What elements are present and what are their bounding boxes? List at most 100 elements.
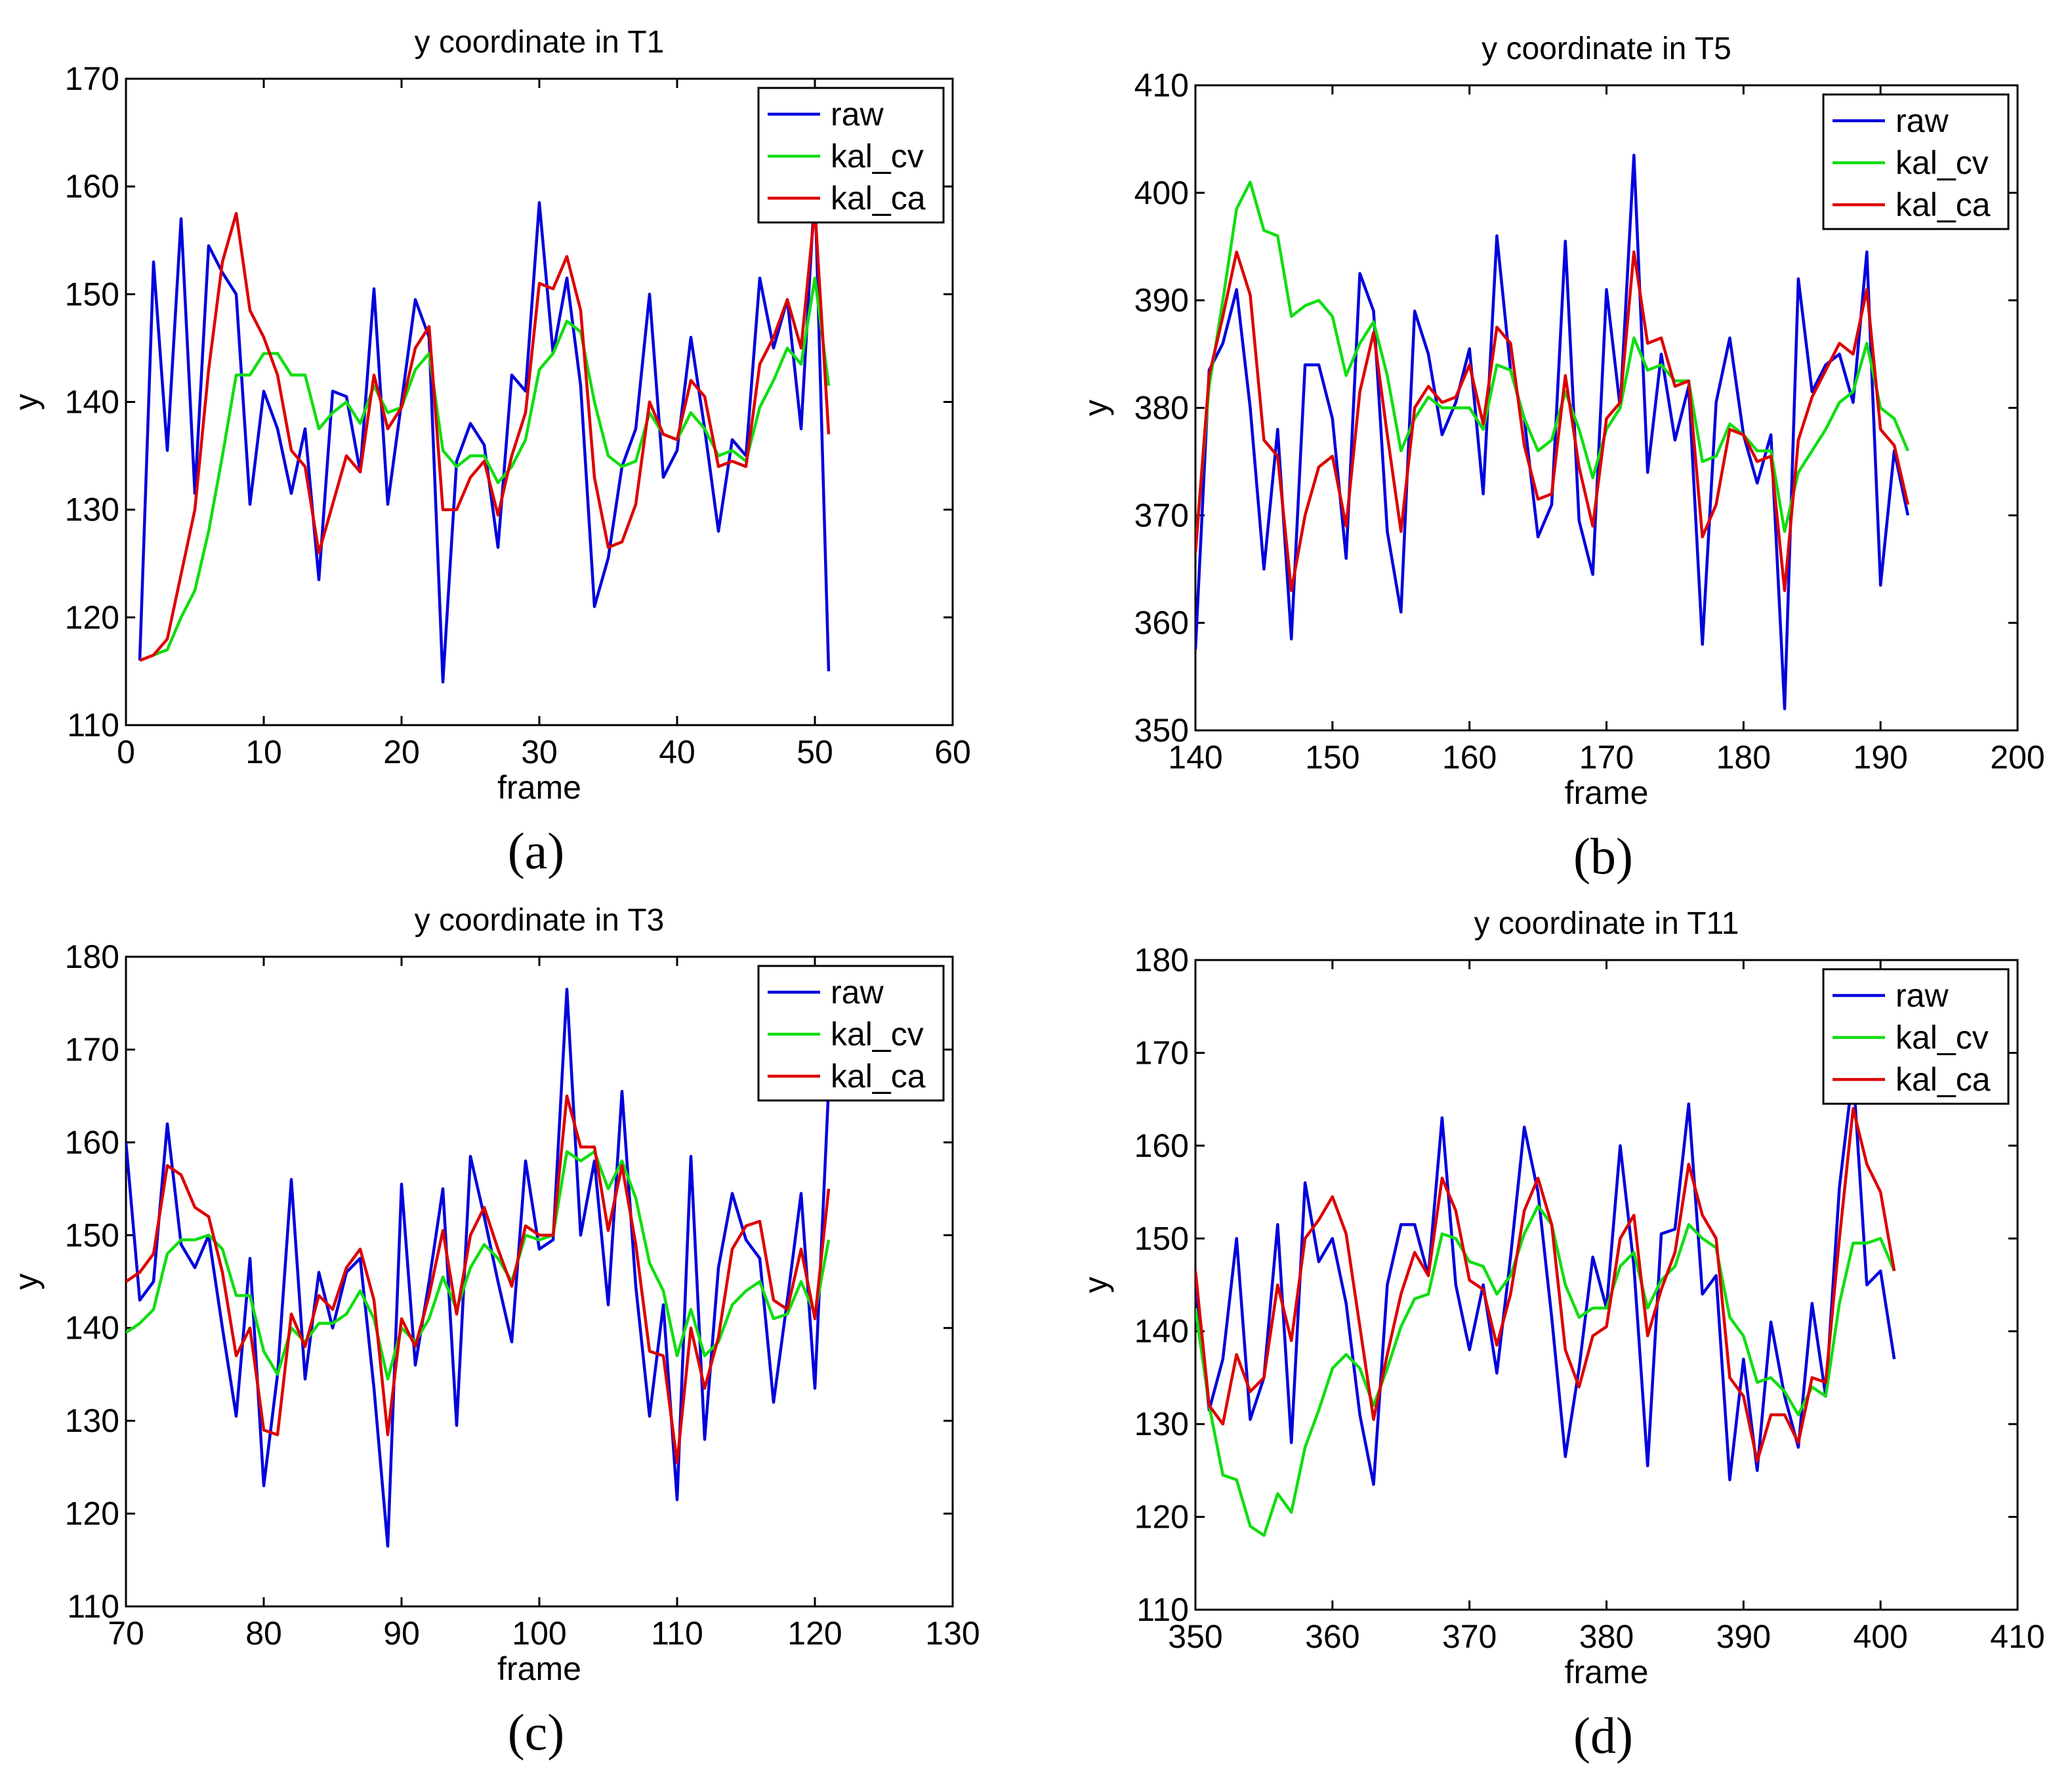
y-tick-label: 140 [65,384,119,421]
chart-title: y coordinate in T5 [1481,31,1731,66]
legend-label-kal-cv: kal_cv [1896,1019,1989,1056]
x-tick-label: 10 [245,734,282,770]
x-axis-label: frame [1565,774,1649,811]
panel-label: (d) [1573,1707,1633,1764]
x-tick-label: 170 [1579,739,1634,776]
y-tick-label: 180 [65,938,119,975]
x-tick-label: 380 [1579,1618,1634,1655]
y-tick-label: 110 [67,1588,119,1625]
x-axis-label: frame [497,1650,581,1687]
chart-title: y coordinate in T3 [415,903,665,938]
panel-label: (c) [508,1704,565,1761]
x-tick-label: 390 [1716,1618,1771,1655]
legend-label-raw: raw [831,974,884,1011]
legend: raw kal_cv kal_ca [1822,93,2010,230]
x-tick-label: 50 [797,734,833,770]
x-tick-label: 400 [1853,1618,1907,1655]
y-tick-label: 160 [65,168,119,205]
chart-panel-1: 0 10 20 30 40 50 60 110 120 130 140 150 160 170 y coor… [8,25,971,879]
chart-panel-3: 70 80 90 100 110 120 130 110 120 130 140 150 160 170 1… [8,903,980,1761]
x-tick-label: 110 [651,1615,703,1652]
y-axis-label: y [8,1274,45,1290]
legend-label-raw: raw [831,96,884,133]
y-tick-label: 120 [65,599,119,636]
series-line-kal-cv [126,1150,831,1381]
y-tick-label: 390 [1134,282,1189,319]
series-line-raw [1195,154,1910,711]
panel-label: (a) [508,822,565,879]
x-tick-label: 190 [1853,739,1907,776]
y-tick-label: 170 [1134,1034,1189,1071]
chart-panel-2: 140 150 160 170 180 190 200 350 360 370 380 390 400 4… [1077,31,2045,885]
y-tick-label: 130 [65,1402,119,1439]
y-axis-label: y [8,394,45,410]
y-tick-label: 130 [65,492,119,528]
y-tick-label: 150 [1134,1220,1189,1257]
y-tick-label: 410 [1134,67,1189,104]
x-tick-label: 30 [521,734,558,770]
series-line-raw [138,184,831,684]
y-tick-label: 160 [65,1124,119,1161]
legend-label-kal-cv: kal_cv [1896,144,1989,181]
x-tick-label: 20 [383,734,420,770]
y-tick-label: 170 [65,1031,119,1068]
x-tick-label: 140 [1168,739,1222,776]
chart-title: y coordinate in T1 [415,25,665,60]
legend-label-kal-ca: kal_ca [831,180,926,217]
legend: raw kal_cv kal_ca [1822,968,2010,1105]
series-line-kal-cv [1195,180,1909,548]
legend: raw kal_cv kal_ca [757,965,945,1102]
y-tick-label: 110 [1136,1591,1189,1628]
legend-label-kal-cv: kal_cv [831,138,924,175]
y-tick-label: 380 [1134,390,1189,427]
x-tick-label: 120 [787,1615,842,1652]
legend-label-kal-ca: kal_ca [1896,1061,1991,1098]
x-axis-label: frame [497,769,581,806]
x-tick-label: 370 [1442,1618,1497,1655]
x-tick-label: 200 [1990,739,2044,776]
series-line-kal-ca [1195,1107,1896,1463]
y-tick-label: 140 [65,1310,119,1347]
chart-panel-4: 350 360 370 380 390 400 410 110 120 130 140 150 160 1… [1077,906,2045,1764]
x-tick-label: 70 [108,1615,144,1652]
y-axis-label: y [1077,400,1114,416]
x-tick-label: 180 [1716,739,1771,776]
x-tick-label: 130 [925,1615,980,1652]
x-tick-label: 60 [934,734,971,770]
panel-label: (b) [1573,827,1633,885]
y-tick-label: 350 [1134,712,1189,749]
legend: raw kal_cv kal_ca [757,87,945,224]
y-axis-label: y [1077,1277,1114,1293]
y-tick-label: 150 [65,1217,119,1253]
legend-label-kal-ca: kal_ca [831,1058,926,1095]
y-tick-label: 180 [1134,942,1189,978]
series-line-kal-ca [126,1094,831,1465]
x-tick-label: 150 [1305,739,1359,776]
x-tick-label: 360 [1305,1618,1359,1655]
series-line-kal-cv [1195,1204,1896,1538]
x-tick-label: 90 [383,1615,420,1652]
x-tick-label: 0 [117,734,135,770]
x-tick-label: 80 [245,1615,282,1652]
y-tick-label: 120 [1134,1499,1189,1536]
y-tick-label: 120 [65,1496,119,1532]
x-tick-label: 40 [659,734,695,770]
y-tick-label: 370 [1134,497,1189,534]
legend-label-kal-ca: kal_ca [1896,186,1991,223]
x-tick-label: 100 [512,1615,566,1652]
x-axis-label: frame [1565,1654,1649,1690]
y-tick-label: 140 [1134,1313,1189,1350]
legend-label-raw: raw [1896,102,1949,139]
series-line-raw [126,988,831,1548]
series-line-raw [1195,1070,1896,1486]
y-tick-label: 110 [67,707,119,743]
y-tick-label: 170 [65,60,119,97]
chart-title: y coordinate in T11 [1474,906,1739,941]
x-tick-label: 350 [1168,1618,1222,1655]
y-tick-label: 160 [1134,1127,1189,1164]
y-tick-label: 130 [1134,1406,1189,1442]
series-line-kal-ca [139,206,831,662]
x-tick-label: 160 [1442,739,1497,776]
legend-label-raw: raw [1896,977,1949,1014]
y-tick-label: 360 [1134,604,1189,641]
